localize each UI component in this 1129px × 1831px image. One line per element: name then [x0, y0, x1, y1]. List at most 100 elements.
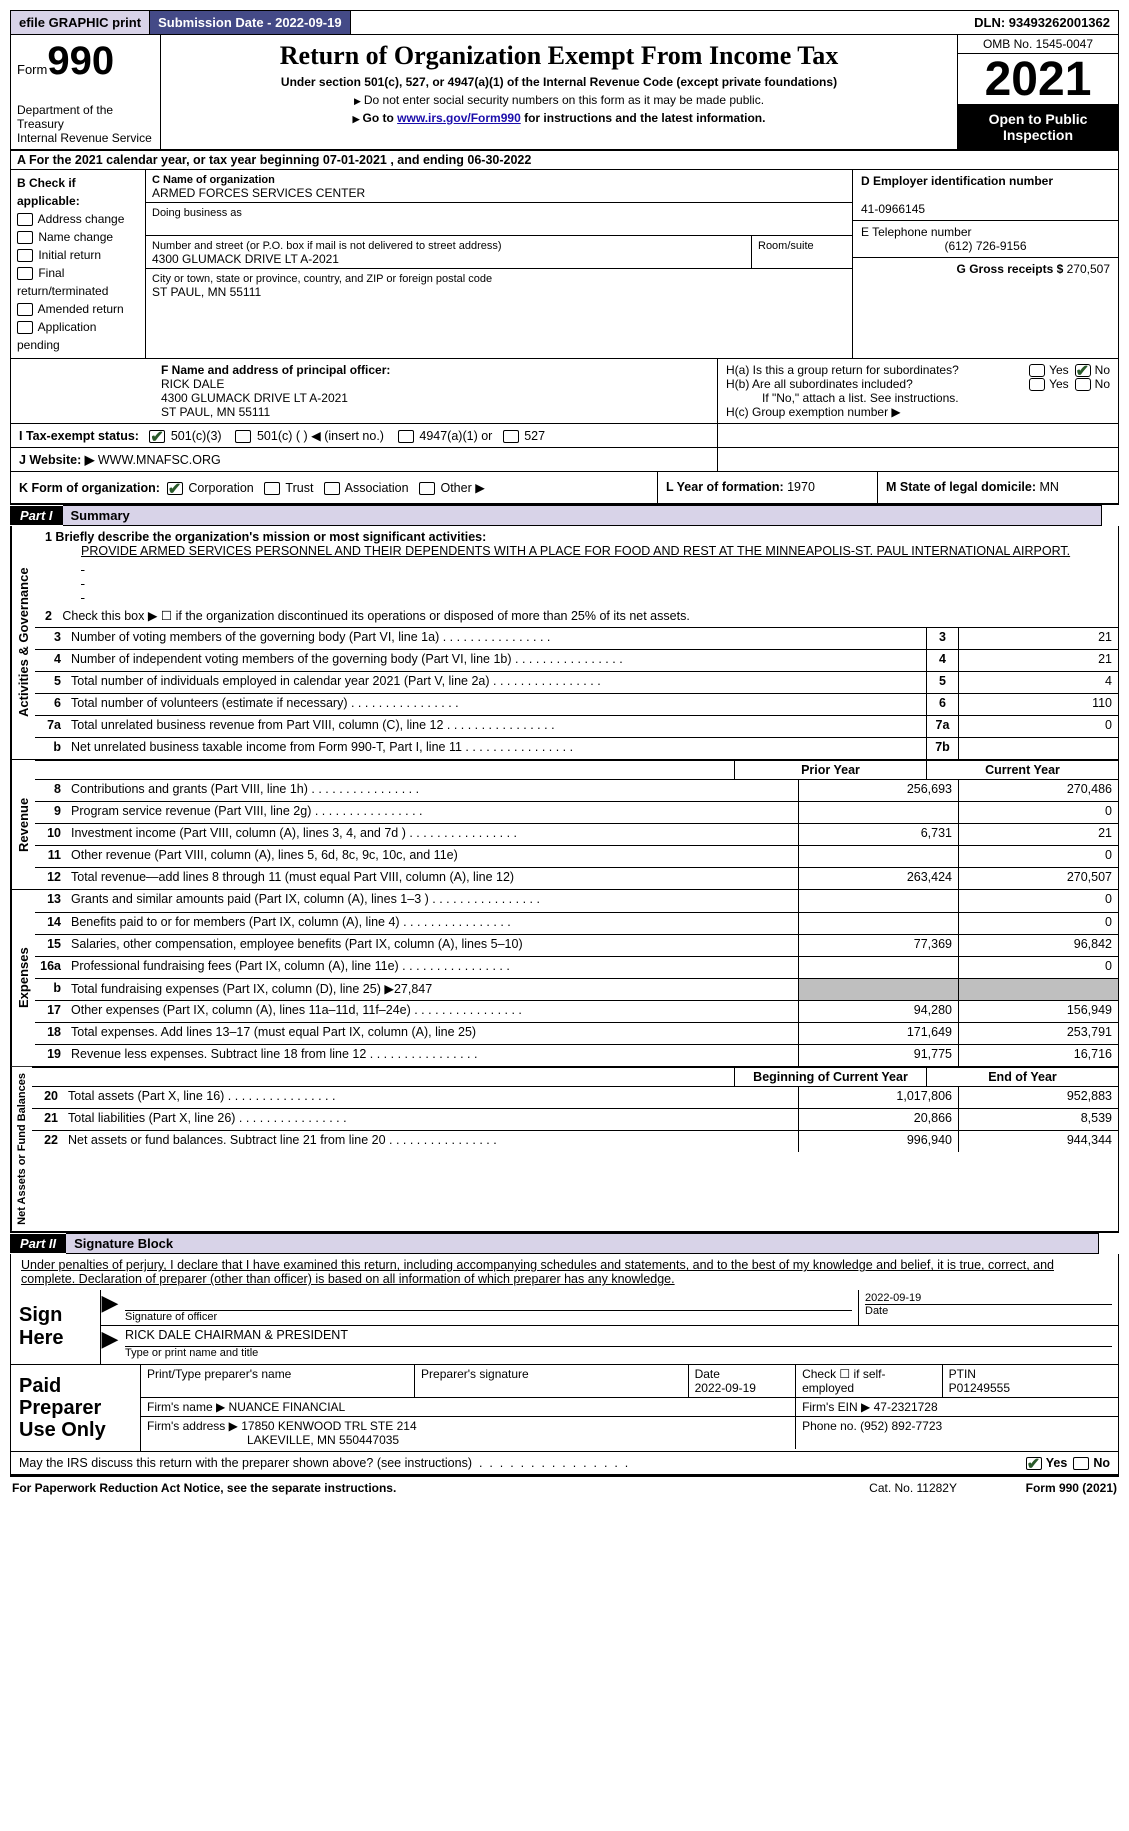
preparer-block: Paid Preparer Use Only Print/Type prepar…: [10, 1365, 1119, 1452]
hb-label: H(b) Are all subordinates included?: [726, 377, 1023, 391]
top-bar: efile GRAPHIC print Submission Date - 20…: [10, 10, 1119, 35]
k-cell: K Form of organization: Corporation Trus…: [11, 472, 658, 503]
header-center: Return of Organization Exempt From Incom…: [161, 35, 958, 149]
gross-label: G Gross receipts $: [957, 262, 1064, 276]
form-number: 990: [47, 39, 114, 83]
section-activities: Activities & Governance 1 Briefly descri…: [10, 526, 1119, 760]
col-d: D Employer identification number41-09661…: [853, 170, 1118, 358]
chk-address[interactable]: [17, 213, 33, 226]
i-label: I Tax-exempt status:: [19, 429, 139, 443]
i-right-blank: [718, 424, 1118, 447]
sig-date: 2022-09-19: [865, 1292, 1112, 1304]
form-note-ssn: Do not enter social security numbers on …: [169, 93, 949, 107]
hb-no[interactable]: [1075, 378, 1091, 391]
j-label: J Website: ▶: [19, 453, 94, 467]
part2-title: Signature Block: [66, 1233, 1099, 1254]
discuss-yes[interactable]: [1026, 1457, 1042, 1470]
val-6: 110: [958, 694, 1118, 715]
b-label: B Check if applicable:: [17, 176, 80, 208]
chk-527[interactable]: [503, 430, 519, 443]
print-name-label: Type or print name and title: [125, 1346, 1112, 1359]
sign-block: Sign Here ▶ Signature of officer 2022-09…: [10, 1290, 1119, 1365]
val-5: 4: [958, 672, 1118, 693]
ein-value: 41-0966145: [861, 202, 925, 216]
chk-pending[interactable]: [17, 321, 33, 334]
tel-label: E Telephone number: [861, 225, 972, 239]
form-note-link: Go to www.irs.gov/Form990 for instructio…: [169, 111, 949, 125]
part1-title: Summary: [63, 505, 1102, 526]
irs-link[interactable]: www.irs.gov/Form990: [397, 111, 521, 125]
firm-name: NUANCE FINANCIAL: [229, 1400, 346, 1414]
mission-label: 1 Briefly describe the organization's mi…: [45, 530, 486, 544]
dept-treasury: Department of the Treasury: [17, 103, 154, 131]
chk-initial[interactable]: [17, 249, 33, 262]
room-label: Room/suite: [758, 240, 814, 252]
ha-label: H(a) Is this a group return for subordin…: [726, 363, 1023, 377]
col-current: Current Year: [926, 761, 1118, 779]
row-i: I Tax-exempt status: 501(c)(3) 501(c) ( …: [10, 424, 1119, 448]
j-right-blank: [718, 448, 1118, 471]
efile-print-button[interactable]: efile GRAPHIC print: [11, 11, 150, 34]
open-inspection: Open to Public Inspection: [958, 105, 1118, 149]
website-link[interactable]: WWW.MNAFSC.ORG: [94, 453, 220, 467]
efile-label: efile GRAPHIC print: [19, 15, 141, 30]
sig-date-label: Date: [865, 1304, 1112, 1317]
ha-yes[interactable]: [1029, 364, 1045, 377]
l-cell: L Year of formation: 1970: [658, 472, 878, 503]
col-boy: Beginning of Current Year: [734, 1068, 926, 1086]
omb-number: OMB No. 1545-0047: [958, 35, 1118, 54]
chk-501c3[interactable]: [149, 430, 165, 443]
chk-corp[interactable]: [167, 482, 183, 495]
chk-assoc[interactable]: [324, 482, 340, 495]
hb-note: If "No," attach a list. See instructions…: [726, 391, 1110, 405]
vtab-expenses: Expenses: [11, 890, 35, 1066]
col-prior: Prior Year: [734, 761, 926, 779]
val-4: 21: [958, 650, 1118, 671]
submission-label: Submission Date - 2022-09-19: [158, 15, 342, 30]
form-subtitle: Under section 501(c), 527, or 4947(a)(1)…: [169, 75, 949, 89]
org-address: 4300 GLUMACK DRIVE LT A-2021: [152, 252, 339, 266]
dln-label: DLN: 93493262001362: [966, 11, 1118, 34]
vtab-revenue: Revenue: [11, 760, 35, 889]
firm-addr2: LAKEVILLE, MN 550447035: [147, 1433, 399, 1447]
chk-name[interactable]: [17, 231, 33, 244]
chk-other[interactable]: [419, 482, 435, 495]
cat-no: Cat. No. 11282Y: [869, 1481, 957, 1495]
prep-h1: Print/Type preparer's name: [147, 1367, 291, 1381]
j-cell: J Website: ▶ WWW.MNAFSC.ORG: [11, 448, 718, 471]
part2-header: Part IISignature Block: [10, 1233, 1119, 1254]
val-3: 21: [958, 628, 1118, 649]
row-j: J Website: ▶ WWW.MNAFSC.ORG: [10, 448, 1119, 472]
firm-ein: 47-2321728: [874, 1400, 938, 1414]
paperwork-notice: For Paperwork Reduction Act Notice, see …: [12, 1481, 396, 1495]
chk-amended[interactable]: [17, 303, 33, 316]
form-word: Form: [17, 62, 47, 77]
val-8c: 270,486: [958, 780, 1118, 801]
preparer-label: Paid Preparer Use Only: [11, 1365, 141, 1451]
officer-addr: 4300 GLUMACK DRIVE LT A-2021: [161, 391, 348, 405]
chk-4947[interactable]: [398, 430, 414, 443]
f-label: F Name and address of principal officer:: [161, 363, 390, 377]
val-7b: [958, 738, 1118, 759]
ha-no[interactable]: [1075, 364, 1091, 377]
k-label: K Form of organization:: [19, 481, 160, 495]
chk-501c[interactable]: [235, 430, 251, 443]
tel-value: (612) 726-9156: [861, 239, 1110, 253]
header-left: Form990 Department of the Treasury Inter…: [11, 35, 161, 149]
line2-text: Check this box ▶ ☐ if the organization d…: [62, 609, 689, 623]
org-city: ST PAUL, MN 55111: [152, 285, 261, 299]
hc-label: H(c) Group exemption number ▶: [726, 405, 1110, 419]
col-eoy: End of Year: [926, 1068, 1118, 1086]
chk-final[interactable]: [17, 267, 33, 280]
firm-phone: (952) 892-7723: [860, 1419, 942, 1433]
form-id-footer: Form 990 (2021): [957, 1481, 1117, 1495]
submission-date-button[interactable]: Submission Date - 2022-09-19: [150, 11, 351, 34]
part1-header: Part ISummary: [10, 505, 1119, 526]
section-netassets: Net Assets or Fund Balances Beginning of…: [10, 1067, 1119, 1233]
chk-trust[interactable]: [264, 482, 280, 495]
irs-label: Internal Revenue Service: [17, 131, 154, 145]
discuss-no[interactable]: [1073, 1457, 1089, 1470]
prep-self-emp: Check ☐ if self-employed: [802, 1367, 885, 1395]
hb-yes[interactable]: [1029, 378, 1045, 391]
org-name: ARMED FORCES SERVICES CENTER: [152, 186, 365, 200]
